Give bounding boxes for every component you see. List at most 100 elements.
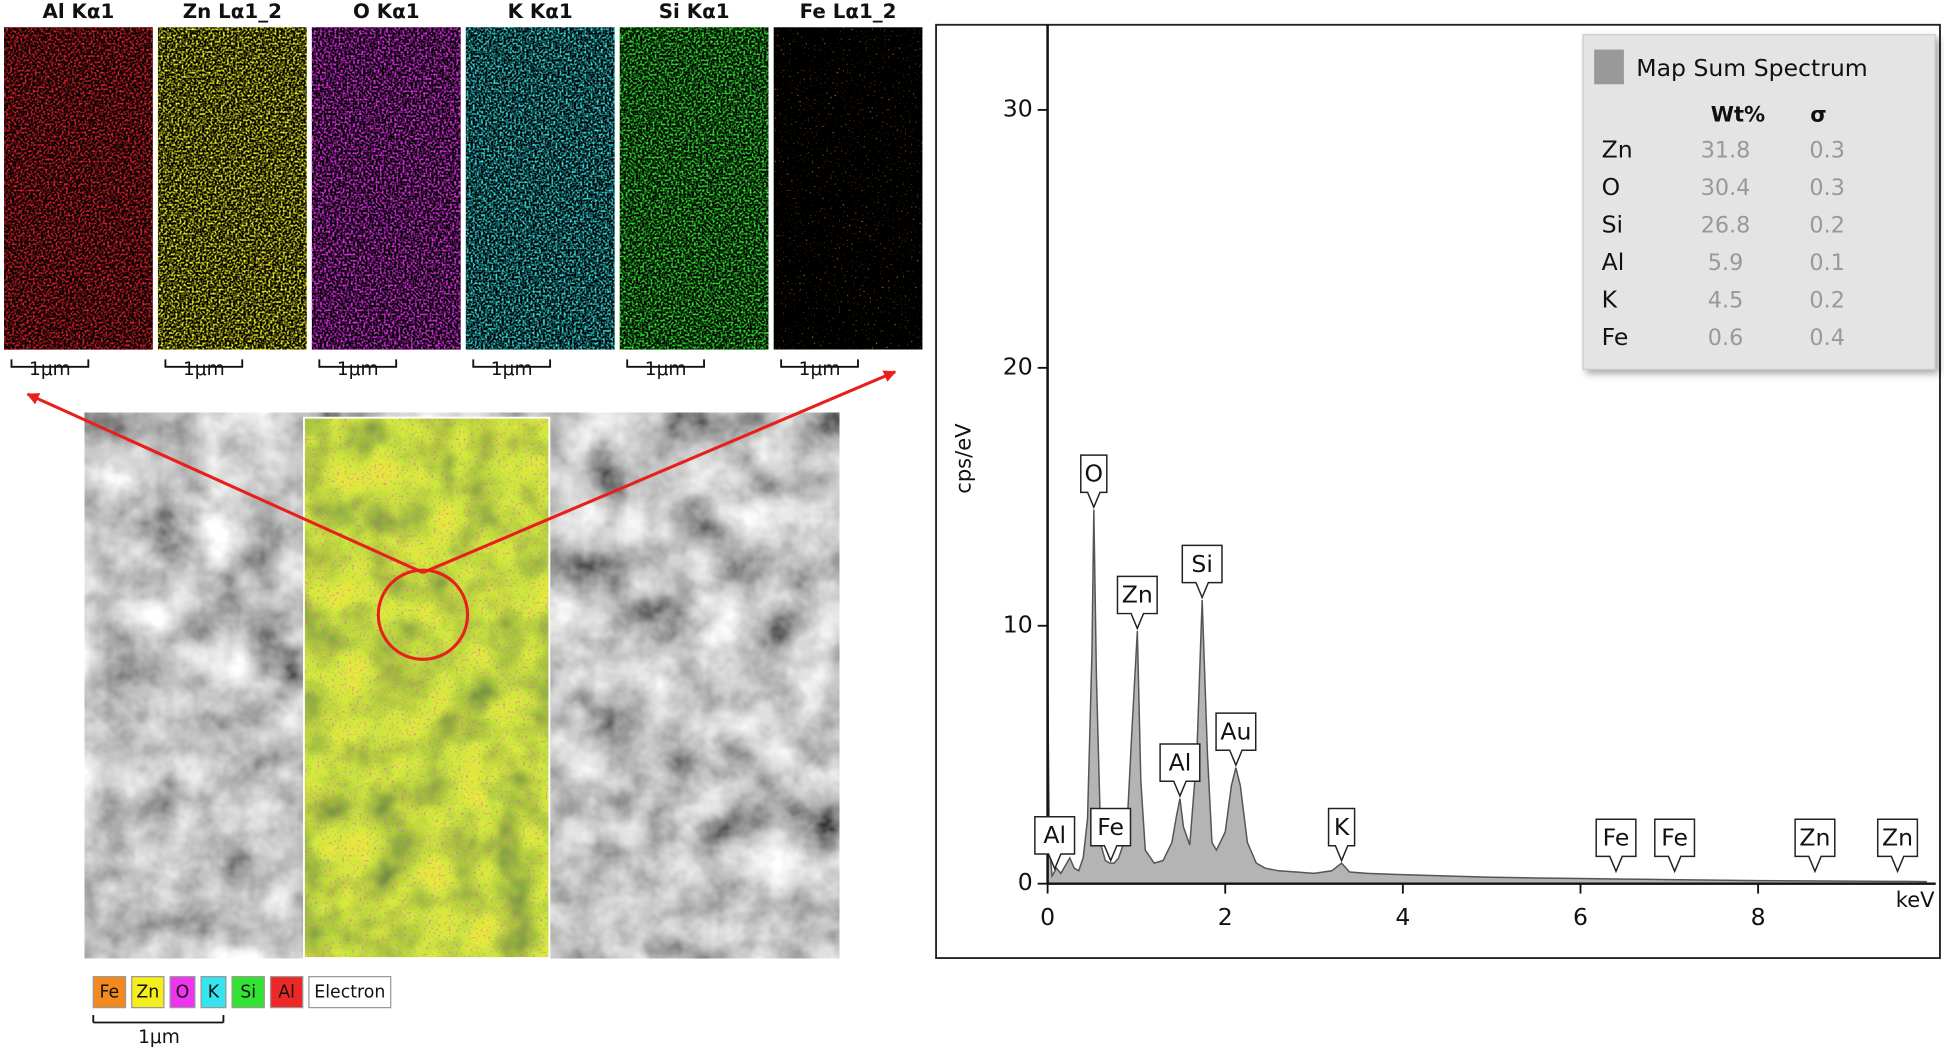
scale-bar [472,359,552,368]
peak-label: Fe [1603,824,1630,852]
legend-label: Si [240,983,256,1003]
arrow [422,370,897,575]
overlay-frame [303,416,551,959]
map-image [311,27,461,350]
results-wt: 0.6 [1708,325,1743,351]
results-box [1582,34,1936,370]
y-tick-label: 10 [1003,610,1033,638]
map-label: O Kα1 [353,0,420,23]
legend-swatch [131,976,165,1009]
map-image [619,27,769,350]
legend-label: Electron [314,983,385,1003]
peak-label: Fe [1661,824,1688,852]
scale-bar [164,359,244,368]
peak-marker [1080,454,1108,510]
results-sigma: 0.1 [1809,250,1844,276]
results-header: Wt% [1711,101,1765,126]
results-element: Si [1602,211,1623,239]
results-element: Al [1602,248,1625,276]
legend-label: Al [278,983,295,1003]
x-tick-label: 8 [1751,903,1766,931]
scale-label: 1μm [183,359,225,380]
peak-marker [1327,807,1356,863]
results-swatch [1594,49,1624,85]
results-element: Fe [1602,323,1629,351]
results-header: σ [1810,101,1826,126]
peak-label: O [1085,459,1104,487]
peak-marker [1654,818,1696,874]
legend-label: Fe [100,983,120,1003]
results-wt: 30.4 [1701,175,1751,201]
legend-label: Zn [136,983,159,1003]
scale-label: 1μm [337,359,379,380]
peak-label: Au [1220,717,1251,745]
results-wt: 5.9 [1708,250,1743,276]
scale-label: 1μm [29,359,71,380]
x-tick-label: 6 [1573,903,1588,931]
peak-marker [1595,818,1637,874]
y-tick-label: 30 [1003,94,1033,122]
arrow [26,392,424,575]
legend-swatch [169,976,196,1009]
scale-bar [318,359,398,368]
map-image [465,27,615,350]
x-tick-label: 4 [1395,903,1410,931]
results-wt: 4.5 [1708,287,1743,313]
scale-label: 1μm [138,1027,180,1048]
scale-bar [780,359,859,368]
scale-label: 1μm [799,359,841,380]
x-tick-label: 2 [1218,903,1233,931]
x-tick-label: 0 [1040,903,1055,931]
map-label: Fe Lα1_2 [800,0,897,23]
peak-marker [1090,807,1132,863]
y-tick-label: 20 [1003,352,1033,380]
y-tick-label: 0 [1018,868,1033,896]
peak-label: Zn [1799,824,1830,852]
scale-label: 1μm [645,359,687,380]
legend-swatch [308,976,392,1009]
results-sigma: 0.2 [1809,287,1844,313]
peak-marker [1034,816,1076,871]
y-axis-label: cps/eV [951,423,976,494]
legend-swatch [269,976,304,1009]
results-sigma: 0.4 [1809,325,1844,351]
peak-label: Zn [1882,824,1913,852]
results-sigma: 0.3 [1809,175,1844,201]
results-sigma: 0.2 [1809,213,1844,239]
peak-marker [1876,818,1919,874]
spectrum-line [1046,509,1927,883]
scale-label: 1μm [491,359,533,380]
results-element: O [1602,173,1621,201]
peak-marker [1181,544,1223,600]
map-image [773,27,923,350]
peak-marker [1215,712,1257,768]
legend-swatch [231,976,265,1009]
peak-marker [1794,818,1836,874]
peak-label: Zn [1122,581,1153,609]
scale-bar [10,359,90,368]
spectrum-area [1047,509,1927,884]
legend-swatch [92,976,127,1009]
results-sigma: 0.3 [1809,138,1844,164]
map-label: Zn Lα1_2 [183,0,282,23]
results-element: K [1602,285,1618,313]
legend-swatch [200,976,227,1009]
overlay-dots [303,417,550,959]
map-label: Si Kα1 [659,0,730,23]
peak-label: Al [1169,748,1192,776]
peak-marker [1159,743,1201,799]
scale-bar [626,359,705,368]
map-label: K Kα1 [508,0,573,23]
legend-label: K [208,983,220,1003]
region-circle [376,568,470,661]
legend-label: O [176,983,190,1003]
peak-marker [1116,575,1158,631]
results-wt: 31.8 [1701,138,1751,164]
results-element: Zn [1602,136,1633,164]
peak-label: Al [1043,821,1066,849]
x-axis-label: keV [1896,887,1935,912]
peak-label: K [1334,813,1350,841]
results-title: Map Sum Spectrum [1636,54,1867,82]
